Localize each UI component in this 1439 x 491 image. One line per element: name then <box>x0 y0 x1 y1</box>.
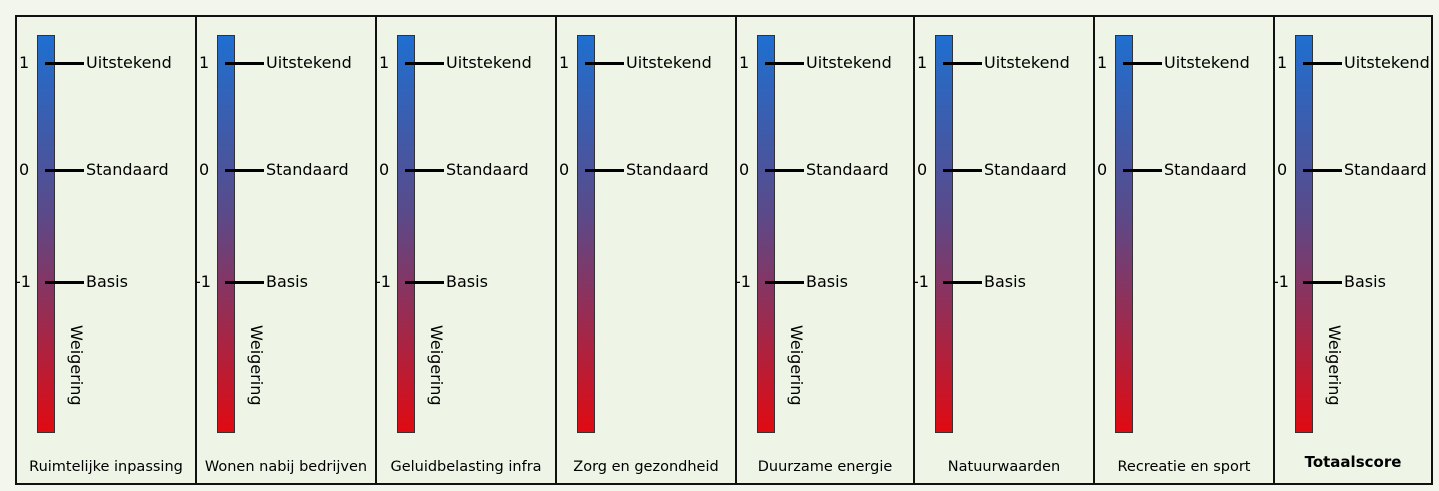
scale-panel: 1 Uitstekend 0 Standaard -1 Basis Natuurwaarde… <box>913 15 1095 485</box>
tick-label: Basis <box>806 272 848 291</box>
tick-value: -1 <box>1273 272 1289 291</box>
tick-line <box>45 281 84 284</box>
gradient-bar <box>1115 35 1133 433</box>
scale-panel: 1 Uitstekend 0 Standaard -1 Basis Weigering Rui… <box>15 15 197 485</box>
tick-line <box>585 62 624 65</box>
tick-value: 0 <box>559 160 570 179</box>
panel-title: Ruimtelijke inpassing <box>29 459 183 475</box>
tick-label: Basis <box>266 272 308 291</box>
scale-panel: 1 Uitstekend 0 Standaard Zorg en gezondheid <box>555 15 737 485</box>
tick-label: Standaard <box>1344 160 1427 179</box>
scale-panel: 1 Uitstekend 0 Standaard -1 Basis Weigering Won… <box>195 15 377 485</box>
tick-line <box>1303 281 1342 284</box>
tick-line <box>225 62 264 65</box>
scale-panel: 1 Uitstekend 0 Standaard Recreatie en sport <box>1093 15 1275 485</box>
tick-label: Uitstekend <box>1164 53 1250 72</box>
panel-title: Wonen nabij bedrijven <box>204 459 368 475</box>
tick-line <box>585 169 624 172</box>
tick-label: Standaard <box>266 160 349 179</box>
panel-title: Recreatie en sport <box>1117 459 1251 475</box>
tick-label: Uitstekend <box>86 53 172 72</box>
panel-title: Geluidbelasting infra <box>390 459 542 475</box>
tick-label: Basis <box>984 272 1026 291</box>
tick-line <box>943 281 982 284</box>
weigering-label: Weigering <box>247 325 266 406</box>
tick-line <box>943 62 982 65</box>
tick-label: Uitstekend <box>1344 53 1430 72</box>
tick-label: Basis <box>446 272 488 291</box>
tick-line <box>225 169 264 172</box>
tick-value: -1 <box>375 272 391 291</box>
tick-line <box>1303 169 1342 172</box>
tick-label: Uitstekend <box>446 53 532 72</box>
tick-label: Basis <box>1344 272 1386 291</box>
tick-label: Uitstekend <box>626 53 712 72</box>
tick-value: 1 <box>19 53 30 72</box>
tick-value: 0 <box>1277 160 1288 179</box>
tick-label: Standaard <box>806 160 889 179</box>
gradient-bar <box>577 35 595 433</box>
tick-line <box>45 62 84 65</box>
tick-label: Standaard <box>1164 160 1247 179</box>
tick-line <box>45 169 84 172</box>
tick-label: Standaard <box>984 160 1067 179</box>
panel-title: Totaalscore <box>1304 453 1402 471</box>
tick-value: 1 <box>379 53 390 72</box>
panel-title: Zorg en gezondheid <box>573 459 719 475</box>
tick-value: 1 <box>559 53 570 72</box>
tick-line <box>1303 62 1342 65</box>
tick-label: Uitstekend <box>266 53 352 72</box>
tick-value: 0 <box>379 160 390 179</box>
gradient-bar <box>935 35 953 433</box>
weigering-label: Weigering <box>427 325 446 406</box>
tick-value: 0 <box>1097 160 1108 179</box>
tick-value: 1 <box>739 53 750 72</box>
tick-value: 1 <box>1277 53 1288 72</box>
tick-value: 0 <box>917 160 928 179</box>
tick-value: 1 <box>199 53 210 72</box>
tick-line <box>765 62 804 65</box>
tick-label: Uitstekend <box>984 53 1070 72</box>
tick-label: Standaard <box>86 160 169 179</box>
scale-panel: 1 Uitstekend 0 Standaard -1 Basis Weigering Tot… <box>1273 15 1433 485</box>
tick-line <box>405 62 444 65</box>
tick-value: 1 <box>917 53 928 72</box>
panel-title: Natuurwaarden <box>947 459 1061 475</box>
gradient-bar <box>1295 35 1313 433</box>
tick-line <box>765 281 804 284</box>
scale-panel: 1 Uitstekend 0 Standaard -1 Basis Weigering Duu… <box>735 15 915 485</box>
panel-title: Duurzame energie <box>757 459 893 475</box>
tick-label: Standaard <box>446 160 529 179</box>
tick-label: Uitstekend <box>806 53 892 72</box>
tick-line <box>943 169 982 172</box>
tick-line <box>225 281 264 284</box>
tick-value: 0 <box>199 160 210 179</box>
tick-value: -1 <box>913 272 929 291</box>
tick-value: -1 <box>735 272 751 291</box>
tick-value: 0 <box>739 160 750 179</box>
tick-line <box>1123 62 1162 65</box>
tick-value: -1 <box>195 272 211 291</box>
tick-value: -1 <box>15 272 31 291</box>
weigering-label: Weigering <box>787 325 806 406</box>
tick-line <box>405 169 444 172</box>
tick-line <box>765 169 804 172</box>
tick-line <box>405 281 444 284</box>
gradient-bar <box>37 35 55 433</box>
gradient-bar <box>217 35 235 433</box>
weigering-label: Weigering <box>1325 325 1344 406</box>
gradient-bar <box>757 35 775 433</box>
tick-label: Standaard <box>626 160 709 179</box>
weigering-label: Weigering <box>67 325 86 406</box>
tick-label: Basis <box>86 272 128 291</box>
gradient-bar <box>397 35 415 433</box>
tick-line <box>1123 169 1162 172</box>
tick-value: 0 <box>19 160 30 179</box>
scale-panel: 1 Uitstekend 0 Standaard -1 Basis Weigering Gel… <box>375 15 557 485</box>
tick-value: 1 <box>1097 53 1108 72</box>
